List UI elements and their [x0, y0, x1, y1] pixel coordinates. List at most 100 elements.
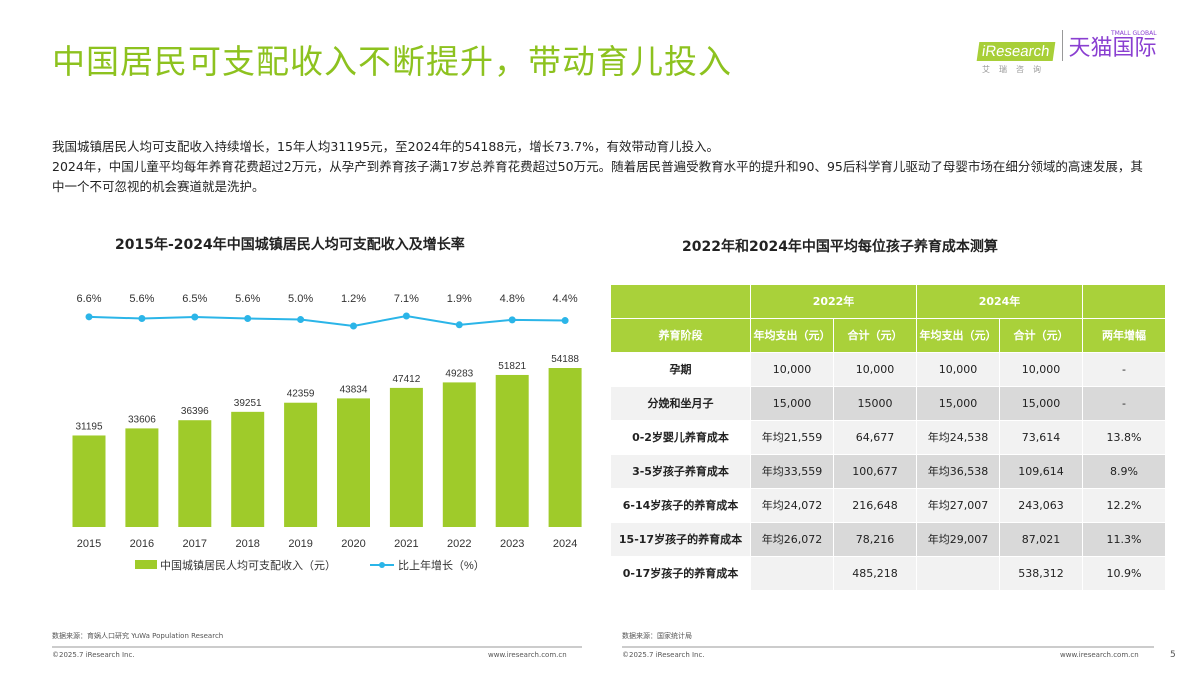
bar: [284, 402, 318, 527]
growth-label: 5.6%: [235, 293, 260, 305]
table-cell: [750, 556, 834, 591]
growth-point: [508, 316, 516, 324]
growth-point: [561, 317, 569, 325]
growth-point: [244, 315, 252, 323]
bar: [125, 428, 159, 527]
site-link[interactable]: www.iresearch.com.cn: [1060, 651, 1139, 659]
legend-line-label: 比上年增长（%）: [398, 558, 485, 572]
site-link[interactable]: www.iresearch.com.cn: [488, 651, 567, 659]
bar-label: 49283: [445, 368, 473, 379]
intro-line: 2024年，中国儿童平均每年养育花费超过2万元，从孕产到养育孩子满17岁总养育花…: [52, 159, 1143, 194]
table-cell: 年均36,538: [916, 454, 1000, 489]
income-chart: 31195 2015 33606 2016 36396 2017 39251 2018 4235…: [72, 293, 582, 572]
bar-label: 33606: [128, 414, 156, 425]
table-cell: 11.3%: [1082, 522, 1166, 557]
growth-point: [85, 313, 93, 321]
copyright: ©2025.7 iResearch Inc.: [52, 651, 135, 659]
x-tick-label: 2022: [447, 538, 471, 550]
header-empty: [1082, 284, 1166, 319]
table-row: 孕期 10,000 10,000 10,000 10,000-: [610, 352, 1166, 387]
table-cell: 年均29,007: [916, 522, 1000, 557]
growth-point: [138, 315, 146, 323]
legend-line-marker: [379, 562, 385, 568]
tmall-en: TMALL GLOBAL: [1110, 30, 1157, 37]
x-tick-label: 2017: [183, 538, 207, 550]
table-cell: 109,614: [999, 454, 1083, 489]
bar: [231, 411, 265, 527]
table-row: 6-14岁孩子的养育成本 年均24,072 216,648 年均27,007 243,0…: [610, 488, 1166, 523]
table-cell: 年均33,559: [750, 454, 834, 489]
tmall-cn: 天猫国际: [1068, 36, 1157, 61]
table-row: 15-17岁孩子的养育成本 年均26,072 78,216 年均29,007 87,02…: [610, 522, 1166, 557]
header-year: 2022年: [750, 284, 917, 319]
growth-label: 5.0%: [288, 293, 313, 305]
cost-table: 2022年 2024年 养育阶段 年均支出（元） 合计（元） 年均支出（元） 合计（元）两…: [610, 284, 1166, 591]
growth-label: 1.2%: [341, 293, 366, 305]
header-empty: [610, 284, 751, 319]
growth-label: 6.5%: [182, 293, 207, 305]
table-cell: 64,677: [833, 420, 917, 455]
table-cell: 年均24,538: [916, 420, 1000, 455]
bar: [72, 435, 106, 527]
copyright: ©2025.7 iResearch Inc.: [622, 651, 705, 659]
growth-label: 4.8%: [500, 293, 525, 305]
legend-bar-label: 中国城镇居民人均可支配收入（元）: [160, 558, 336, 572]
table-cell: 0-17岁孩子的养育成本: [610, 556, 751, 591]
table-cell: 年均21,559: [750, 420, 834, 455]
table-cell: 15000: [833, 386, 917, 421]
bar: [178, 420, 212, 527]
bar: [495, 374, 529, 527]
table-row: 分娩和坐月子 15,000 15000 15,000 15,000-: [610, 386, 1166, 421]
page-title: 中国居民可支配收入不断提升，带动育儿投入: [52, 42, 732, 81]
bar-label: 54188: [551, 354, 579, 365]
intro-text: 我国城镇居民人均可支配收入持续增长，15年人均31195元，至2024年的541…: [52, 137, 1152, 197]
table-cell: 485,218: [833, 556, 917, 591]
table-cell: 10,000: [916, 352, 1000, 387]
x-tick-label: 2024: [553, 538, 577, 550]
table-cell: 216,648: [833, 488, 917, 523]
table-cell: 78,216: [833, 522, 917, 557]
column-header: 合计（元）: [833, 318, 917, 353]
x-tick-label: 2018: [235, 538, 259, 550]
table-cell: 6-14岁孩子的养育成本: [610, 488, 751, 523]
growth-line: [88, 314, 566, 328]
bar-label: 51821: [498, 361, 526, 372]
header-year: 2024年: [916, 284, 1083, 319]
table-cell: [916, 556, 1000, 591]
table-cell: 243,063: [999, 488, 1083, 523]
bar-label: 39251: [234, 398, 262, 409]
table-cell: 100,677: [833, 454, 917, 489]
growth-label: 4.4%: [553, 293, 578, 305]
logo: iResearch 艾瑞咨询 TMALL GLOBAL 天猫国际: [976, 30, 1157, 75]
bar: [389, 387, 423, 527]
iresearch-logo-sub: 艾瑞咨询: [982, 65, 1050, 74]
table-cell: 3-5岁孩子养育成本: [610, 454, 751, 489]
table-cell: 10,000: [750, 352, 834, 387]
table-cell: 15-17岁孩子的养育成本: [610, 522, 751, 557]
table-cell: 年均27,007: [916, 488, 1000, 523]
chart-title: 2015年-2024年中国城镇居民人均可支配收入及增长率: [115, 237, 465, 253]
x-tick-label: 2021: [394, 538, 418, 550]
column-header: 两年增幅: [1082, 318, 1166, 353]
bar-label: 43834: [340, 384, 368, 395]
source-right: 数据来源：国家统计局: [622, 632, 692, 640]
table-cell: 10.9%: [1082, 556, 1166, 591]
table-cell: 15,000: [999, 386, 1083, 421]
table-cell: 73,614: [999, 420, 1083, 455]
x-tick-label: 2023: [500, 538, 524, 550]
table-cell: -: [1082, 352, 1166, 387]
column-header: 年均支出（元）: [750, 318, 834, 353]
column-header: 养育阶段: [610, 318, 751, 353]
x-tick-label: 2015: [77, 538, 101, 550]
growth-label: 1.9%: [447, 293, 472, 305]
table-cell: 0-2岁婴儿养育成本: [610, 420, 751, 455]
table-cell: 15,000: [916, 386, 1000, 421]
divider: [622, 646, 1154, 648]
table-cell: 13.8%: [1082, 420, 1166, 455]
growth-point: [350, 322, 357, 330]
growth-point: [402, 312, 410, 320]
table-row: 3-5岁孩子养育成本 年均33,559 100,677 年均36,538 109,614…: [610, 454, 1166, 489]
legend-bar-swatch: [135, 560, 157, 569]
growth-point: [297, 316, 305, 324]
column-header: 合计（元）: [999, 318, 1083, 353]
